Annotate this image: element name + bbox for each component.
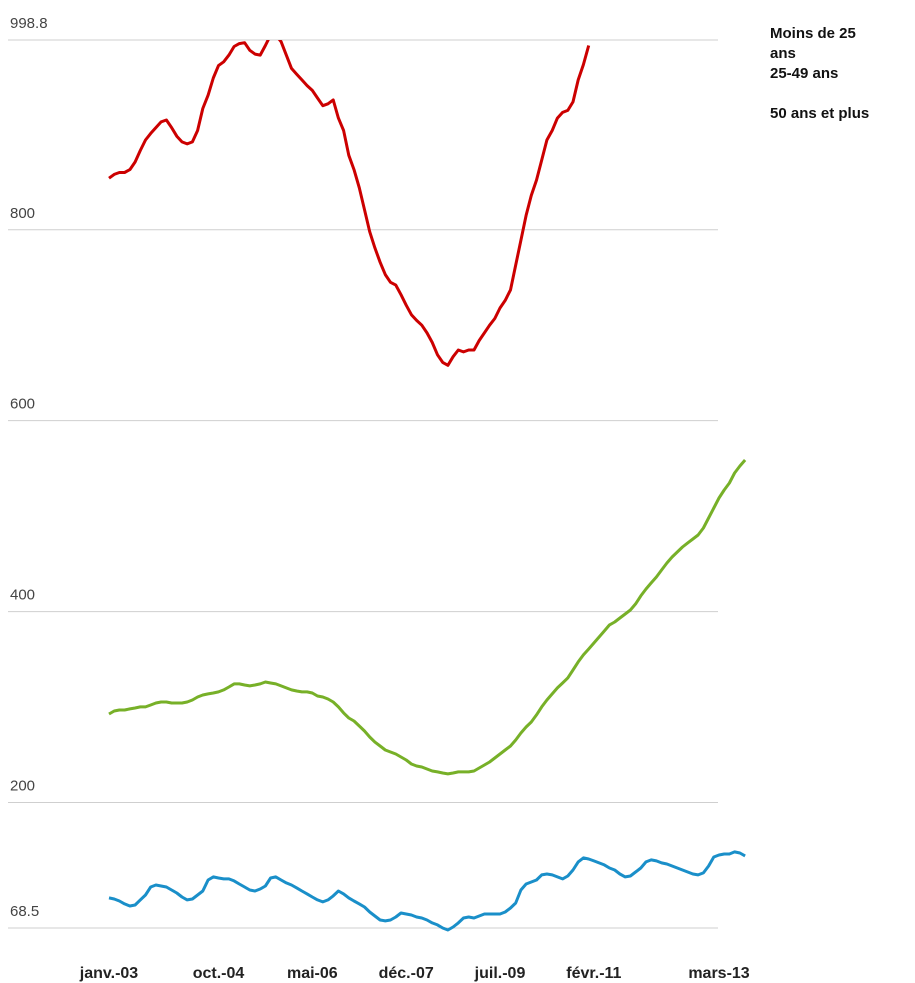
y-tick-label: 68.5 (10, 903, 39, 920)
x-tick-label: janv.-03 (79, 965, 139, 982)
series-line (108, 40, 591, 367)
series-line (108, 459, 747, 776)
legend-entry: 50 ans et plus (770, 105, 870, 122)
legend-entry: Moins de 25 ans (770, 25, 856, 62)
y-tick-label: 998.8 (10, 15, 48, 32)
x-tick-label: juil.-09 (474, 965, 526, 982)
y-tick-label: 800 (10, 205, 35, 222)
legend: Moins de 25 ans 25-49 ans 50 ans et plus (770, 24, 910, 124)
x-tick-label: déc.-07 (379, 965, 434, 982)
legend-entry: 25-49 ans (770, 65, 839, 82)
x-tick-label: févr.-11 (566, 965, 621, 982)
x-tick-label: mai-06 (287, 965, 338, 982)
plot-area (108, 40, 747, 932)
series-line (108, 850, 746, 932)
x-tick-label: oct.-04 (193, 965, 245, 982)
y-tick-label: 400 (10, 587, 35, 604)
x-tick-label: mars-13 (688, 965, 749, 982)
y-tick-label: 200 (10, 777, 35, 794)
y-tick-label: 600 (10, 396, 35, 413)
